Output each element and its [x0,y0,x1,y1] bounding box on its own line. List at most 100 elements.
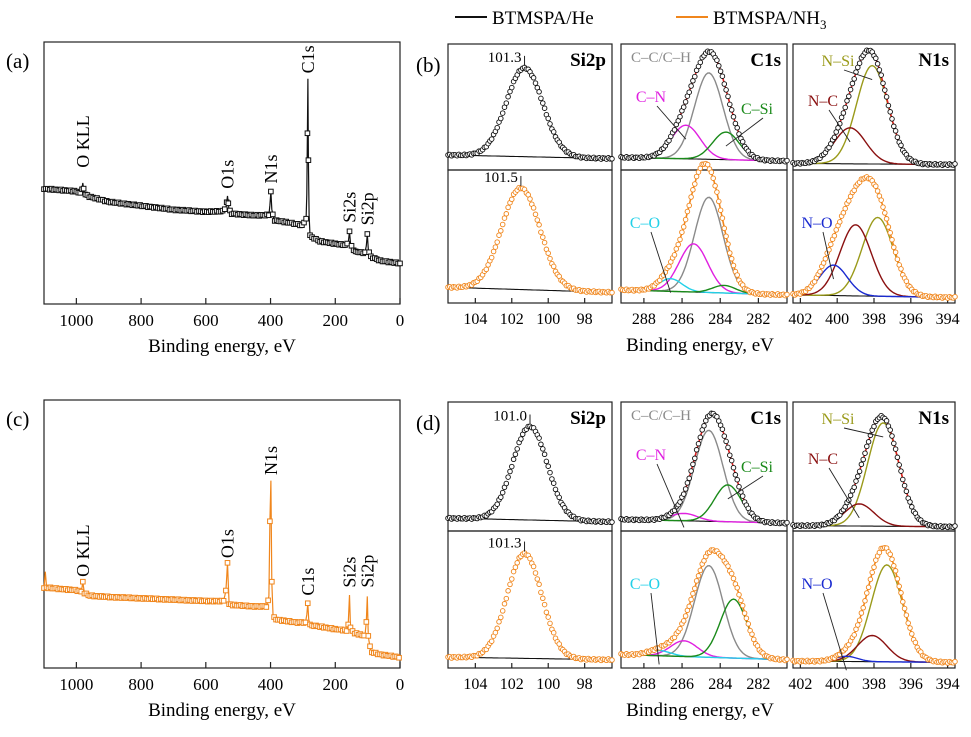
lower-label-C–O: C–O [630,576,660,593]
lower-data-point [673,246,680,252]
upper-data-point [680,491,687,497]
lower-component-N–C [793,224,956,299]
upper-data-point [538,441,544,448]
lower-data-point [609,657,615,663]
lower-data-point [862,598,868,604]
lower-data-point [900,599,906,605]
lower-data-point [736,591,742,598]
upper-data-point [727,101,733,108]
x-tick-label: 1000 [59,311,93,330]
upper-data-point [540,100,546,106]
lower-data-point [697,567,704,574]
lower-data-point [714,189,720,195]
x-tick-label: 400 [825,676,849,693]
lower-frame [447,169,613,304]
upper-data-point [690,461,696,468]
survey-marker [397,260,403,267]
subpanel-n1s: 402 400 398 396 394 N1s N–Si N–C N–O [788,401,960,693]
lower-data-point [837,219,843,225]
lower-frame [792,169,956,304]
upper-data-point [855,473,861,480]
upper-data-point [507,468,513,475]
upper-data-point [686,89,692,95]
lower-data-point [530,205,537,211]
lower-data-point [690,590,696,597]
upper-data-point [509,84,515,91]
lower-data-point [704,161,711,168]
lower-data-point [488,254,495,261]
lower-data-point [873,183,879,189]
lower-data-point [545,614,551,620]
upper-data-point [541,451,548,458]
upper-data-point [891,440,897,447]
lower-data-point [739,602,746,609]
lower-data-point [883,216,890,222]
upper-data-point [858,461,865,468]
upper-data-point [894,454,901,461]
upper-data-point [721,81,728,87]
survey-marker [305,157,312,163]
lower-data-point [730,575,737,582]
upper-data-point [847,86,854,93]
lower-data-point [712,183,718,189]
upper-data-point [552,486,559,493]
x-tick-label: 98 [577,311,593,328]
upper-data-point [894,134,901,140]
upper-data-point [536,435,542,441]
upper-data-point [723,87,729,93]
upper-data-point [505,474,511,480]
x-tick-label: 200 [323,675,349,694]
lower-data-point [527,196,533,202]
upper-data-point [556,494,562,501]
x-tick-label: 398 [862,311,886,328]
lower-component-C–C/C–H [620,196,787,296]
upper-data-point [847,492,854,499]
upper-data-point [865,439,872,445]
upper-label-arrow [656,105,687,140]
upper-label-C–N: C–N [636,89,667,106]
lower-data-point [738,597,744,604]
lower-data-point [885,224,892,230]
x-tick-label: 286 [670,311,694,328]
lower-data-point [723,233,729,239]
upper-data-point [880,80,886,86]
survey-marker [346,228,353,235]
upper-data-point [864,443,870,450]
upper-label-arrow [828,467,860,519]
survey-marker [221,206,228,212]
lower-data-point [680,224,687,230]
upper-data-point [856,60,863,66]
lower-data-point [693,578,700,584]
lower-data-point [496,232,502,238]
lower-data-point [671,252,678,258]
x-tick-label: 394 [936,676,960,693]
survey-marker [80,185,87,192]
lower-data-point [534,576,541,582]
upper-data-point [697,434,704,441]
lower-data-point [692,585,698,592]
x-tick-label: 200 [323,311,349,330]
lower-data-point [540,595,546,602]
x-tick-label: 288 [632,311,656,328]
x-tick-label: 104 [463,676,487,693]
lower-data-point [717,207,724,213]
lower-data-point [741,610,748,616]
upper-data-point [874,61,881,67]
upper-data-point [736,483,742,490]
lower-data-point [851,632,857,638]
lower-data-point [532,211,539,218]
element-label: Si2p [570,408,606,429]
upper-data-point [730,464,737,471]
lower-data-point [483,266,490,273]
upper-data-point [717,68,724,74]
x-axis-label: Binding energy, eV [148,700,296,721]
lower-data-point [860,605,866,611]
x-tick-label: 100 [536,311,560,328]
upper-data-point [878,72,884,78]
upper-data-point [503,100,510,106]
x-tick-label: 400 [825,311,849,328]
lower-frame [447,530,613,669]
lower-data-point [609,289,615,296]
x-tick-label: 284 [708,676,732,693]
